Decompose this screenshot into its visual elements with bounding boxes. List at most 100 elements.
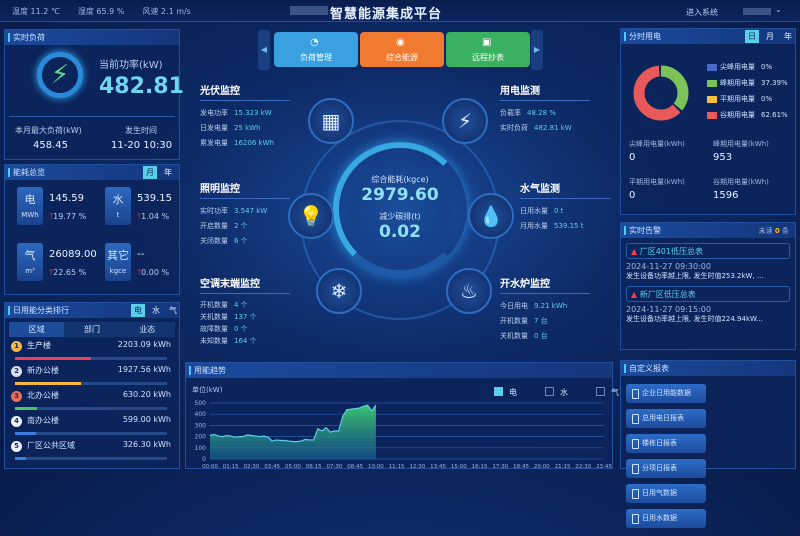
donut-slice[interactable] — [633, 65, 689, 121]
stat-value: 0 — [629, 152, 636, 163]
tab-business[interactable]: 业态 — [139, 325, 156, 334]
nav-button-label: 综合能源 — [386, 53, 418, 62]
alarm-name: 厂区401低压总表 — [639, 247, 703, 256]
row-value: 16206 kWh — [234, 139, 274, 147]
tou-legend-item: 尖峰用电量 0% — [707, 59, 788, 75]
legend-gas[interactable]: 气 — [611, 388, 619, 397]
alarm-icon: ▲ — [631, 290, 638, 299]
realtime-load-panel: 实时负荷 ⚡ 当前功率(kW) 482.81 本月最大负荷(kW) 458.45… — [4, 29, 184, 160]
toggle-month[interactable]: 月 — [766, 32, 774, 41]
tab-department[interactable]: 部门 — [83, 325, 100, 334]
legend-water[interactable]: 水 — [560, 388, 568, 397]
unread-count[interactable]: 未读 0 条 — [759, 226, 789, 236]
row-value: 539.15 t — [554, 222, 584, 230]
chevron-down-icon[interactable]: ⌄ — [775, 5, 782, 14]
item-unit: kgce — [109, 267, 127, 275]
legend-electric[interactable]: 电 — [509, 388, 517, 397]
row-value: 6 个 — [234, 237, 248, 245]
monitor-row: 关机数量 137 个 — [200, 311, 290, 323]
arrow-up-icon: 🡑 — [49, 268, 54, 277]
legend-swatch — [707, 95, 717, 103]
boiler-icon: ♨ — [446, 268, 492, 314]
ranking-item[interactable]: 3 北办公楼 630.20 kWh — [5, 390, 179, 415]
row-label: 日用水量 — [520, 207, 548, 215]
time-label: 发生时间 — [125, 126, 157, 135]
rank-badge-icon: 3 — [11, 391, 22, 402]
ranking-item[interactable]: 2 新办公楼 1927.56 kWh — [5, 365, 179, 390]
item-name: 水 — [112, 193, 124, 206]
toggle-year[interactable]: 年 — [784, 32, 792, 41]
x-tick-label: 03:45 — [264, 464, 280, 470]
toggle-day[interactable]: 日 — [745, 30, 759, 43]
rank-bar-fill — [15, 457, 27, 460]
change-value: 0.00 % — [141, 268, 170, 277]
nav-button-label: 远程抄表 — [472, 53, 504, 62]
overview-tile: 其它 kgce — [105, 243, 131, 281]
monitor-row: 开机数量 7 台 — [500, 314, 590, 329]
rank-badge-icon: 2 — [11, 366, 22, 377]
legend-water-box[interactable] — [545, 387, 554, 396]
toggle-electric[interactable]: 电 — [131, 304, 145, 317]
report-button[interactable]: 日用气数据 — [626, 484, 706, 503]
data-point — [213, 433, 215, 435]
data-point — [342, 416, 344, 417]
nav-button[interactable]: ◔ 负荷管理 — [274, 32, 358, 67]
toggle-gas[interactable]: 气 — [169, 306, 177, 315]
toggle-year[interactable]: 年 — [164, 168, 172, 177]
legend-electric-box[interactable] — [494, 387, 503, 396]
x-tick-label: 21:15 — [555, 464, 571, 470]
tou-stat: 谷期用电量(kWh) 1596 — [713, 177, 769, 201]
user-name[interactable] — [743, 8, 771, 15]
y-tick-label: 500 — [195, 400, 207, 407]
rank-name: 厂区公共区域 — [27, 441, 75, 450]
alarm-message: 发生设备功率越上限, 发生时值224.94kW... — [626, 315, 763, 323]
report-button[interactable]: 企业日用能数据 — [626, 384, 706, 403]
nav-prev-button[interactable]: ◀ — [258, 30, 270, 70]
monitor-row: 日发电量 25 kWh — [200, 121, 290, 136]
daily-ranking-panel: 日用能分类排行 电 水 气 区域 部门 业态 1 生产楼 2203.09 kWh 2 新… — [4, 302, 180, 469]
ranking-item[interactable]: 4 南办公楼 599.00 kWh — [5, 415, 179, 440]
item-unit: MWh — [21, 211, 39, 219]
center-ring — [333, 142, 467, 276]
alarm-item[interactable]: ▲ 新厂区低压总表 2024-11-27 09:15:00 发生设备功率越上限, 发… — [621, 281, 795, 324]
legend-swatch — [707, 63, 717, 71]
weather-info: 温度 11.2 ℃ 湿度 65.9 % 风速 2.1 m/s — [12, 6, 209, 17]
monitor-row: 日用水量 0 t — [520, 204, 610, 219]
toggle-month[interactable]: 月 — [143, 166, 157, 179]
toggle-water[interactable]: 水 — [152, 306, 160, 315]
tou-stat: 峰期用电量(kWh) 953 — [713, 139, 769, 163]
nav-button[interactable]: ▣ 远程抄表 — [446, 32, 530, 67]
unread-prefix: 未读 — [758, 227, 773, 235]
energy-label: 综合能耗(kgce) — [371, 175, 429, 184]
alarm-item[interactable]: ▲ 厂区401低压总表 2024-11-27 09:30:00 发生设备功率越上限,… — [621, 238, 795, 281]
donut-slice[interactable] — [633, 65, 689, 121]
legend-name: 峰期用电量 — [720, 79, 755, 87]
nav-button[interactable]: ◉ 综合能源 — [360, 32, 444, 67]
x-tick-label: 18:45 — [513, 464, 529, 470]
pv-monitor: 光伏监控 发电功率 15.323 kW 日发电量 25 kWh 累发电量 16206 kWh — [200, 82, 290, 151]
bulb-icon: 💡 — [288, 193, 334, 239]
max-load-value: 458.45 — [33, 140, 68, 151]
report-button[interactable]: 总用电日报表 — [626, 409, 706, 428]
legend-gas-box[interactable] — [596, 387, 605, 396]
row-value: 2 个 — [234, 222, 248, 230]
rank-name: 北办公楼 — [27, 391, 59, 400]
report-button[interactable]: 楼栋日报表 — [626, 434, 706, 453]
legend-pct: 62.61% — [761, 111, 788, 119]
ranking-item[interactable]: 1 生产楼 2203.09 kWh — [5, 340, 179, 365]
monitor-row: 今日用电 9.21 kWh — [500, 299, 590, 314]
custom-report-panel: 自定义报表 企业日用能数据 总用电日报表 楼栋日报表 分项日报表 日用气数据 日用水数据 — [620, 360, 796, 528]
report-button[interactable]: 日用水数据 — [626, 509, 706, 528]
stat-label: 谷期用电量(kWh) — [713, 178, 769, 186]
data-point — [329, 431, 331, 433]
tou-donut — [633, 65, 689, 121]
ac-monitor: 空调末端监控 开机数量 4 个关机数量 137 个故障数量 0 个未知数量 164 个 — [200, 275, 290, 347]
nav-next-button[interactable]: ▶ — [531, 30, 543, 70]
lightning-icon: ⚡ — [442, 98, 488, 144]
item-change: 🡑1.04 % — [137, 211, 169, 225]
data-point — [358, 407, 360, 409]
enter-system-link[interactable]: 进入系统 — [686, 8, 718, 17]
air-conditioner-icon: ❄ — [316, 268, 362, 314]
ranking-item[interactable]: 5 厂区公共区域 326.30 kWh — [5, 440, 179, 465]
tab-area[interactable]: 区域 — [9, 322, 65, 337]
